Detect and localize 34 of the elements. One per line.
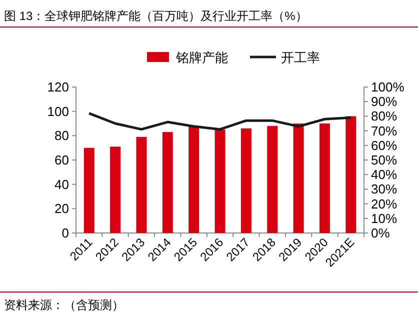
y-tick-label: 80	[54, 128, 69, 144]
bar	[319, 124, 330, 233]
y2-tick-label: 0%	[371, 226, 390, 240]
chart-title: 图 13：全球钾肥铭牌产能（百万吨）及行业开工率（%）	[4, 9, 308, 23]
bar	[214, 130, 226, 233]
legend-label: 开工率	[281, 50, 320, 65]
bar	[188, 126, 200, 233]
bar	[267, 126, 278, 233]
text: 资料来源：（含预测）	[4, 298, 124, 312]
bar	[293, 124, 304, 233]
legend-label: 铭牌产能	[175, 50, 228, 65]
y2-tick-label: 90%	[371, 94, 398, 110]
y2-tick-label: 50%	[371, 152, 398, 168]
y2-tick-label: 20%	[371, 196, 398, 212]
bar	[162, 132, 173, 233]
y2-tick-label: 40%	[371, 167, 398, 182]
y-tick-label: 40	[54, 176, 69, 192]
y2-tick-label: 60%	[371, 138, 398, 153]
y-tick-label: 20	[54, 201, 69, 216]
y-tick-label: 100	[47, 104, 69, 119]
y2-tick-label: 30%	[371, 182, 398, 197]
y2-tick-label: 70%	[371, 123, 398, 138]
y-tick-label: 0	[62, 226, 69, 240]
y-tick-label: 120	[47, 80, 69, 94]
bar	[240, 128, 252, 233]
bar	[84, 148, 94, 233]
y-tick-label: 60	[54, 152, 69, 168]
y2-tick-label: 100%	[371, 80, 405, 94]
line-series	[88, 112, 352, 131]
bar	[346, 116, 356, 233]
bar	[110, 146, 121, 233]
bar	[136, 136, 147, 233]
y2-tick-label: 10%	[371, 210, 398, 226]
y2-tick-label: 80%	[371, 108, 398, 124]
